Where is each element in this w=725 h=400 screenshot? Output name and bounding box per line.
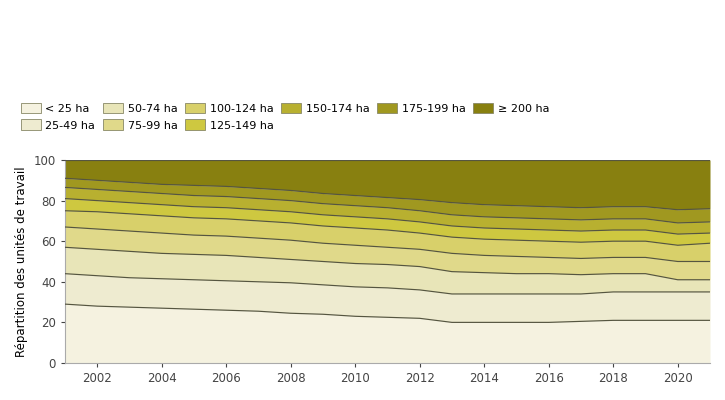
Legend: < 25 ha, 25-49 ha, 50-74 ha, 75-99 ha, 100-124 ha, 125-149 ha, 150-174 ha, 175-1: < 25 ha, 25-49 ha, 50-74 ha, 75-99 ha, 1… [19, 101, 552, 133]
Y-axis label: Répartition des unités de travail: Répartition des unités de travail [15, 166, 28, 357]
